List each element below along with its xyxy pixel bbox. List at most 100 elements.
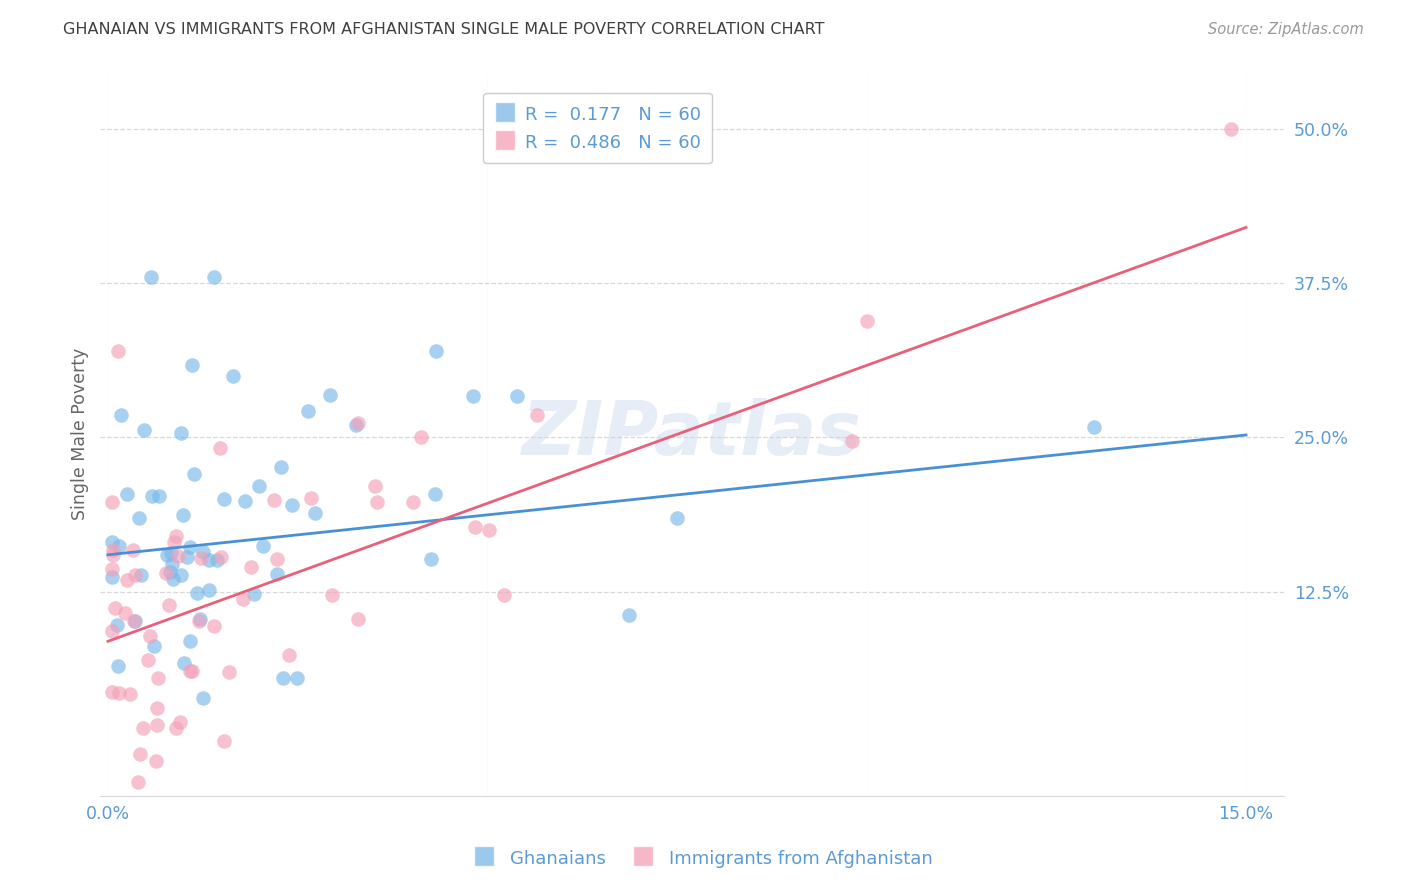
Ghanaians	[243, 586, 266, 600]
Ghanaians	[180, 358, 202, 372]
Ghanaians	[212, 491, 235, 506]
Ghanaians	[100, 570, 122, 584]
Ghanaians	[665, 511, 688, 525]
Ghanaians	[170, 425, 193, 440]
Immigrants from Afghanistan	[202, 619, 225, 633]
Ghanaians	[463, 389, 485, 403]
Immigrants from Afghanistan	[278, 648, 301, 662]
Ghanaians	[506, 389, 529, 403]
Immigrants from Afghanistan	[347, 612, 370, 626]
Ghanaians	[247, 479, 270, 493]
Immigrants from Afghanistan	[129, 747, 152, 762]
Immigrants from Afghanistan	[263, 493, 285, 508]
Immigrants from Afghanistan	[188, 614, 211, 628]
Immigrants from Afghanistan	[478, 523, 501, 537]
Immigrants from Afghanistan	[526, 408, 548, 422]
Ghanaians	[183, 467, 205, 481]
Ghanaians	[110, 409, 132, 423]
Ghanaians	[304, 506, 326, 520]
Text: ZIPatlas: ZIPatlas	[522, 398, 862, 471]
Ghanaians	[141, 489, 163, 503]
Ghanaians	[319, 388, 342, 402]
Ghanaians	[148, 489, 170, 503]
Legend: Ghanaians, Immigrants from Afghanistan: Ghanaians, Immigrants from Afghanistan	[467, 840, 939, 876]
Ghanaians	[617, 608, 640, 623]
Ghanaians	[287, 671, 309, 685]
Immigrants from Afghanistan	[190, 551, 212, 566]
Immigrants from Afghanistan	[100, 562, 122, 576]
Immigrants from Afghanistan	[121, 543, 143, 558]
Immigrants from Afghanistan	[117, 573, 139, 587]
Ghanaians	[107, 539, 129, 553]
Ghanaians	[281, 499, 304, 513]
Immigrants from Afghanistan	[107, 343, 129, 358]
Ghanaians	[1083, 420, 1105, 434]
Ghanaians	[205, 553, 228, 567]
Immigrants from Afghanistan	[118, 687, 141, 701]
Immigrants from Afghanistan	[299, 491, 322, 505]
Ghanaians	[191, 690, 214, 705]
Ghanaians	[173, 656, 195, 670]
Immigrants from Afghanistan	[100, 495, 122, 509]
Immigrants from Afghanistan	[165, 721, 187, 735]
Immigrants from Afghanistan	[104, 601, 127, 615]
Ghanaians	[252, 540, 274, 554]
Ghanaians	[266, 566, 288, 581]
Immigrants from Afghanistan	[146, 700, 169, 714]
Immigrants from Afghanistan	[101, 548, 124, 562]
Immigrants from Afghanistan	[145, 754, 167, 768]
Immigrants from Afghanistan	[136, 652, 159, 666]
Ghanaians	[222, 368, 245, 383]
Ghanaians	[139, 269, 162, 284]
Immigrants from Afghanistan	[321, 588, 343, 602]
Immigrants from Afghanistan	[103, 542, 125, 557]
Immigrants from Afghanistan	[139, 629, 162, 643]
Immigrants from Afghanistan	[165, 529, 187, 543]
Legend: R =  0.177   N = 60, R =  0.486   N = 60: R = 0.177 N = 60, R = 0.486 N = 60	[484, 93, 711, 163]
Ghanaians	[162, 572, 184, 586]
Y-axis label: Single Male Poverty: Single Male Poverty	[72, 348, 89, 521]
Ghanaians	[198, 582, 221, 597]
Immigrants from Afghanistan	[127, 775, 149, 789]
Ghanaians	[128, 511, 150, 525]
Immigrants from Afghanistan	[402, 494, 425, 508]
Ghanaians	[420, 551, 443, 566]
Ghanaians	[143, 639, 166, 653]
Ghanaians	[179, 634, 201, 648]
Immigrants from Afghanistan	[364, 478, 387, 492]
Ghanaians	[273, 672, 295, 686]
Immigrants from Afghanistan	[1219, 121, 1241, 136]
Ghanaians	[100, 534, 122, 549]
Immigrants from Afghanistan	[146, 718, 169, 732]
Ghanaians	[297, 404, 319, 418]
Immigrants from Afghanistan	[132, 721, 155, 735]
Immigrants from Afghanistan	[855, 314, 877, 328]
Immigrants from Afghanistan	[114, 606, 136, 620]
Ghanaians	[179, 540, 201, 554]
Immigrants from Afghanistan	[212, 733, 235, 747]
Ghanaians	[159, 566, 181, 580]
Ghanaians	[198, 552, 221, 566]
Ghanaians	[176, 550, 198, 565]
Immigrants from Afghanistan	[209, 549, 232, 564]
Immigrants from Afghanistan	[232, 591, 254, 606]
Immigrants from Afghanistan	[100, 624, 122, 639]
Ghanaians	[132, 423, 155, 437]
Ghanaians	[170, 567, 193, 582]
Immigrants from Afghanistan	[124, 568, 146, 582]
Ghanaians	[191, 545, 214, 559]
Ghanaians	[202, 269, 225, 284]
Immigrants from Afghanistan	[266, 552, 288, 566]
Ghanaians	[129, 568, 152, 582]
Immigrants from Afghanistan	[347, 416, 370, 430]
Ghanaians	[172, 508, 194, 523]
Text: Source: ZipAtlas.com: Source: ZipAtlas.com	[1208, 22, 1364, 37]
Text: GHANAIAN VS IMMIGRANTS FROM AFGHANISTAN SINGLE MALE POVERTY CORRELATION CHART: GHANAIAN VS IMMIGRANTS FROM AFGHANISTAN …	[63, 22, 825, 37]
Immigrants from Afghanistan	[124, 614, 146, 628]
Immigrants from Afghanistan	[179, 665, 201, 679]
Ghanaians	[107, 659, 129, 673]
Immigrants from Afghanistan	[169, 714, 191, 729]
Ghanaians	[188, 612, 211, 626]
Immigrants from Afghanistan	[157, 598, 180, 612]
Ghanaians	[117, 487, 139, 501]
